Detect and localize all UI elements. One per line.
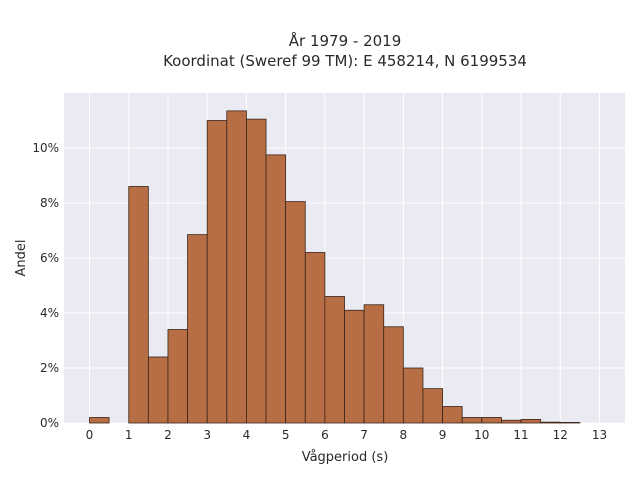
histogram-bar [128,186,149,424]
y-tick-label: 8% [40,196,59,210]
x-tick-label: 2 [164,428,172,442]
histogram-bar [246,118,267,424]
x-tick-label: 11 [513,428,528,442]
histogram-bar [226,110,247,424]
x-tick-label: 12 [553,428,568,442]
x-tick-label: 13 [592,428,607,442]
y-tick-label: 2% [40,361,59,375]
histogram-bar [285,201,306,424]
y-tick-label: 10% [32,141,59,155]
x-axis-label: Vågperiod (s) [302,450,389,465]
histogram-bar [559,422,581,424]
x-tick-label: 3 [203,428,211,442]
x-tick-label: 4 [243,428,251,442]
histogram-bar [167,329,188,424]
histogram-bar [442,406,463,424]
histogram-bar [324,296,345,424]
histogram-bar [481,417,502,424]
x-tick-label: 9 [439,428,447,442]
histogram-bar [265,154,287,424]
histogram-bar [147,356,169,424]
histogram-bar [206,120,228,424]
x-tick-label: 7 [360,428,368,442]
chart-title-line1: År 1979 - 2019 [289,31,402,50]
histogram-bar [520,419,542,424]
histogram-bar [187,234,208,424]
x-tick-label: 0 [86,428,94,442]
chart-title-line2: Koordinat (Sweref 99 TM): E 458214, N 61… [163,52,527,70]
x-tick-label: 8 [400,428,408,442]
histogram-bar [344,309,365,424]
y-axis-label: Andel [14,240,29,277]
x-tick-label: 5 [282,428,290,442]
bar-group [89,110,581,424]
y-tick-labels: 0% 2% 4% 6% 8% 10% [32,141,59,430]
x-tick-label: 1 [125,428,133,442]
x-tick-label: 10 [474,428,489,442]
histogram-bar [461,417,483,424]
y-tick-label: 6% [40,251,59,265]
histogram-bar [422,388,443,424]
histogram-bar [89,417,110,424]
histogram-bar [540,421,561,424]
x-tick-label: 6 [321,428,329,442]
histogram-bar [383,326,404,424]
histogram-bar [402,367,424,424]
x-tick-labels: 0 1 2 3 4 5 6 7 8 9 10 11 12 13 [86,428,607,442]
y-tick-label: 4% [40,306,59,320]
histogram-bar [363,304,385,424]
histogram-bar [304,252,326,424]
y-tick-label: 0% [40,416,59,430]
histogram-bar [501,419,522,424]
